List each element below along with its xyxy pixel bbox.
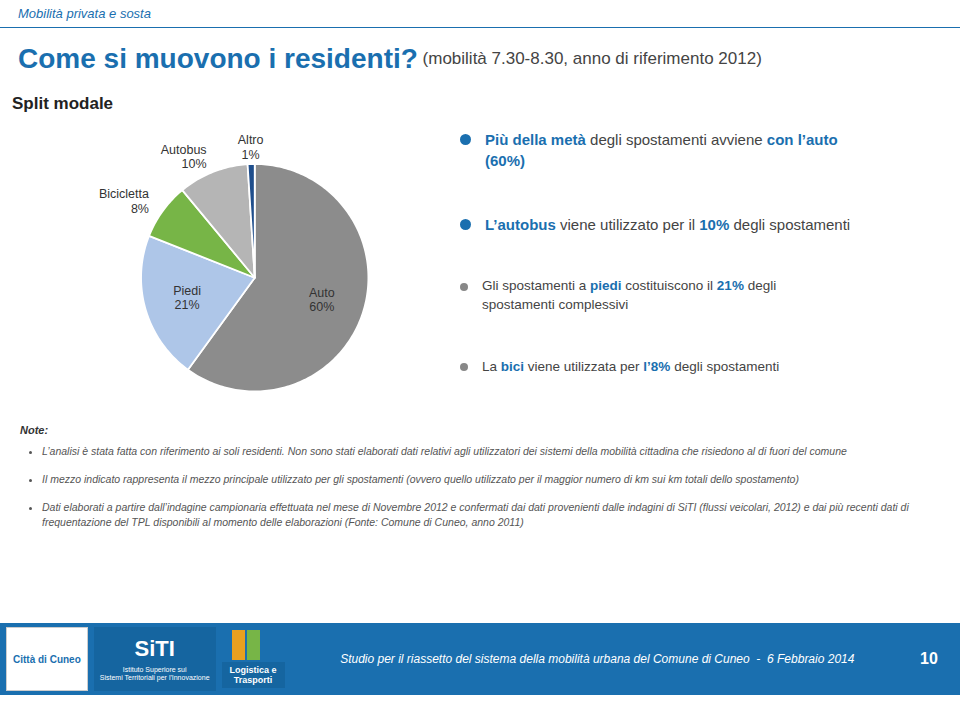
svg-text:Bicicletta8%: Bicicletta8%: [98, 187, 148, 215]
html-text:Più della metà degli spostamen: Più della metà degli spostamenti avviene…: [485, 131, 838, 170]
html-text:L’autobus viene utilizzato per: L’autobus viene utilizzato per il 10% de…: [485, 215, 851, 233]
svg-text:Altro1%: Altro1%: [237, 133, 263, 161]
html-text:Logistica e Trasporti: Logistica e Trasporti: [229, 665, 277, 685]
html-text:Note:: Note:: [20, 424, 49, 436]
html-text:L’analisi è stata fatta con ri: L’analisi è stata fatta con riferimento …: [42, 445, 847, 457]
svg-text:Autobus10%: Autobus10%: [160, 143, 206, 171]
html-text:Il mezzo indicato rappresenta: Il mezzo indicato rappresenta il mezzo p…: [42, 473, 799, 486]
svg-text:Auto60%: Auto60%: [308, 286, 334, 314]
svg-text:Piedi21%: Piedi21%: [173, 284, 201, 312]
html-text:SiTI: SiTI: [134, 635, 175, 661]
html-text:Come si muovono i residenti?(m: Come si muovono i residenti?(mobilità 7.…: [18, 43, 762, 74]
html-text:Città di Cuneo: Città di Cuneo: [13, 653, 81, 665]
html-text:Split modale: Split modale: [12, 94, 114, 113]
html-text:Mobilità privata e sosta: Mobilità privata e sosta: [18, 6, 151, 21]
html-text:Studio per il riassetto del si: Studio per il riassetto del sistema dell…: [340, 652, 855, 666]
html-text:Dati elaborati a partire dall’: Dati elaborati a partire dall’indagine c…: [42, 501, 909, 528]
html-text:10: 10: [920, 650, 938, 667]
html-text:Gli spostamenti a piedi costit: Gli spostamenti a piedi costituiscono il…: [482, 278, 777, 313]
html-text:La bici viene utilizzata per l: La bici viene utilizzata per l’8% degli …: [482, 358, 780, 374]
html-text:Istituto Superiore sui Sistemi: Istituto Superiore sui Sistemi Territori…: [99, 665, 210, 681]
